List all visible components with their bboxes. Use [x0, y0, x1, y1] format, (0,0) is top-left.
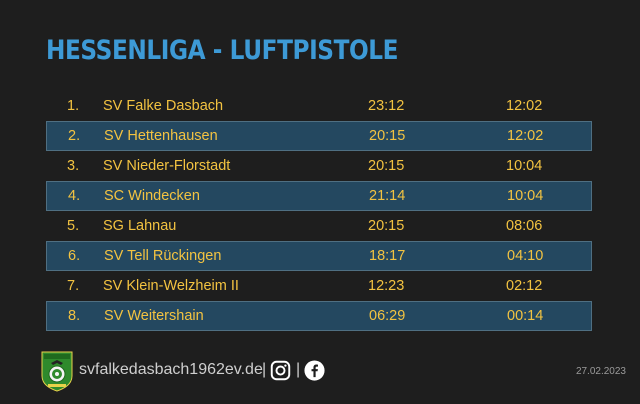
table-row: 1. SV Falke Dasbach 23:12 12:02 [46, 91, 592, 121]
club-cell: SG Lahnau [103, 218, 177, 234]
website-link[interactable]: svfalkedasbach1962ev.de [79, 361, 263, 378]
rings-cell: 10:04 [506, 158, 543, 174]
date-label: 27.02.2023 [575, 366, 626, 377]
table-row: 3. SV Nieder-Florstadt 20:15 10:04 [46, 151, 592, 181]
standings-table: 1. SV Falke Dasbach 23:12 12:02 2. SV He… [46, 91, 592, 331]
rank-cell: 2. [68, 128, 81, 144]
table-row: 5. SG Lahnau 20:15 08:06 [46, 211, 592, 241]
table-row: 8. SV Weitershain 06:29 00:14 [46, 301, 592, 331]
club-logo-icon [41, 351, 73, 392]
facebook-icon[interactable] [304, 360, 325, 381]
rank-cell: 8. [68, 308, 81, 324]
points-cell: 12:23 [368, 278, 405, 294]
points-cell: 20:15 [369, 128, 406, 144]
points-cell: 21:14 [369, 188, 406, 204]
rank-cell: 4. [68, 188, 81, 204]
club-cell: SV Weitershain [104, 308, 204, 324]
table-row: 6. SV Tell Rückingen 18:17 04:10 [46, 241, 592, 271]
rings-cell: 00:14 [507, 308, 544, 324]
club-cell: SC Windecken [104, 188, 200, 204]
rings-cell: 12:02 [506, 98, 543, 114]
table-row: 7. SV Klein-Welzheim II 12:23 02:12 [46, 271, 592, 301]
rank-cell: 5. [67, 218, 80, 234]
rank-cell: 7. [67, 278, 80, 294]
points-cell: 18:17 [369, 248, 406, 264]
points-cell: 06:29 [369, 308, 406, 324]
club-cell: SV Tell Rückingen [104, 248, 222, 264]
club-cell: SV Nieder-Florstadt [103, 158, 231, 174]
points-cell: 23:12 [368, 98, 405, 114]
rank-cell: 6. [68, 248, 81, 264]
points-cell: 20:15 [368, 158, 405, 174]
points-cell: 20:15 [368, 218, 405, 234]
club-cell: SV Hettenhausen [104, 128, 218, 144]
page-title: HESSENLIGA - LUFTPISTOLE [46, 35, 399, 66]
rings-cell: 02:12 [506, 278, 543, 294]
rings-cell: 12:02 [507, 128, 544, 144]
table-row: 4. SC Windecken 21:14 10:04 [46, 181, 592, 211]
club-cell: SV Klein-Welzheim II [103, 278, 239, 294]
table-row: 2. SV Hettenhausen 20:15 12:02 [46, 121, 592, 151]
rank-cell: 3. [67, 158, 80, 174]
footer-separator: | [262, 361, 267, 378]
rings-cell: 10:04 [507, 188, 544, 204]
rank-cell: 1. [67, 98, 80, 114]
instagram-icon[interactable] [270, 360, 291, 381]
rings-cell: 04:10 [507, 248, 544, 264]
footer-separator: | [296, 361, 301, 378]
club-cell: SV Falke Dasbach [103, 98, 224, 114]
rings-cell: 08:06 [506, 218, 543, 234]
